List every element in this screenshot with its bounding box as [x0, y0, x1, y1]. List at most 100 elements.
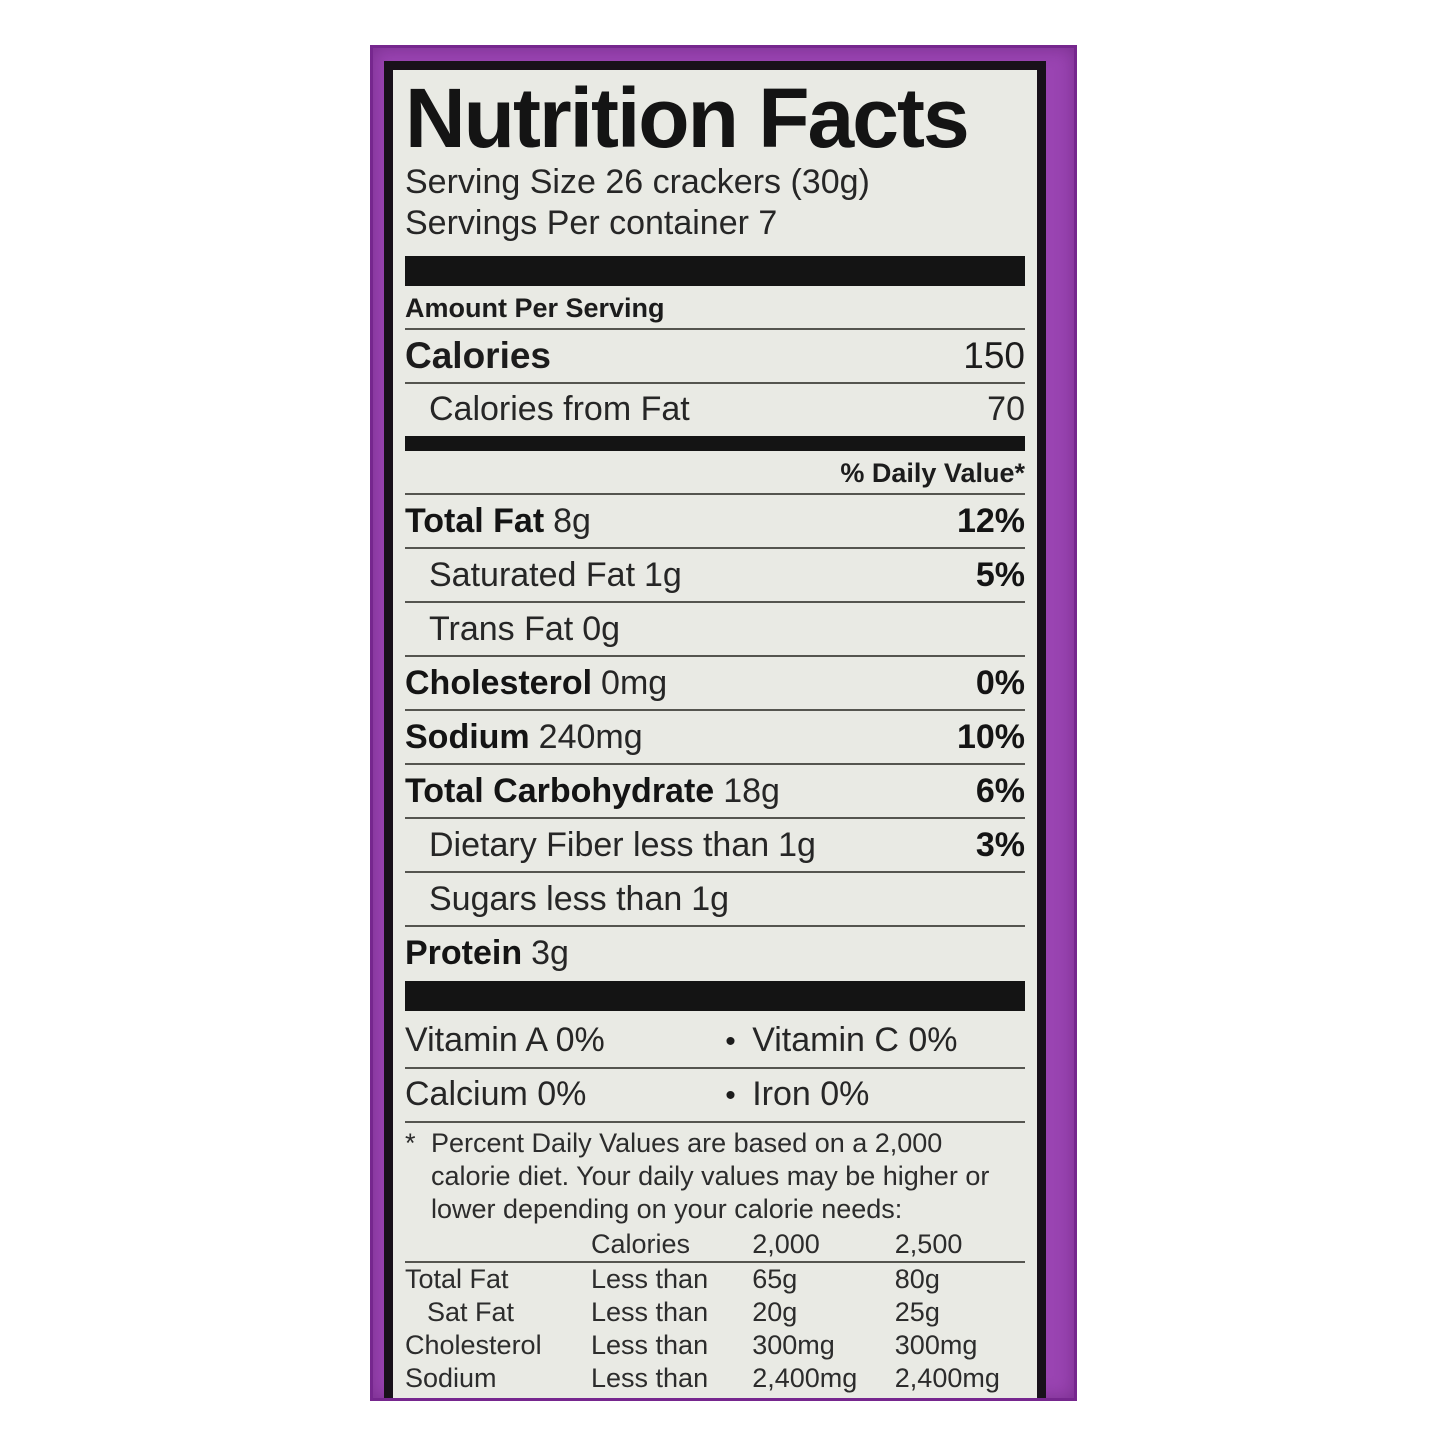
vitamin-a: Vitamin A 0%	[405, 1021, 605, 1059]
nutrient-amount: 3g	[531, 934, 569, 972]
nutrient-row-sugars: Sugars less than 1g	[405, 873, 1025, 925]
nutrient-amount: 1g	[644, 556, 682, 594]
nutrient-amount: 0mg	[601, 664, 668, 702]
nutrient-name: Trans Fat	[429, 610, 574, 648]
amount-per-serving-header: Amount Per Serving	[405, 293, 665, 323]
nutrient-row-protein: Protein 3g	[405, 927, 1025, 979]
dv-row-sodium: Sodium Less than 2,400mg 2,400mg	[405, 1362, 1025, 1395]
dv-row-2000: 65g	[752, 1264, 798, 1294]
nutrient-row-trans-fat: Trans Fat 0g	[405, 603, 1025, 655]
dv-row-2500: 25g	[894, 1297, 940, 1327]
dv-row-qualifier: Less than	[591, 1297, 709, 1327]
nutrient-name: Dietary Fiber less than	[429, 826, 770, 864]
dv-row-2500: 80g	[894, 1264, 940, 1294]
nutrient-amount: 0g	[582, 610, 621, 648]
nutrient-amount: 18g	[723, 772, 780, 810]
nutrient-dv: 3%	[975, 826, 1025, 864]
dv-row-qualifier: Less than	[591, 1363, 709, 1393]
divider	[405, 1121, 1025, 1123]
dv-row-cholesterol: Cholesterol Less than 300mg 300mg	[405, 1329, 1025, 1362]
divider	[405, 493, 1025, 495]
nutrient-name: Cholesterol	[405, 664, 593, 702]
nutrient-name: Protein	[405, 934, 523, 972]
product-package: Nutrition Facts Serving Size 26 crackers…	[370, 45, 1077, 1401]
daily-value-header: % Daily Value*	[840, 458, 1025, 488]
nutrient-amount: 240mg	[538, 718, 643, 756]
nutrient-dv: 0%	[975, 664, 1025, 702]
serving-size: Serving Size 26 crackers (30g)	[405, 163, 870, 201]
nutrient-row-total-carbohydrate: Total Carbohydrate 18g 6%	[405, 765, 1025, 817]
nutrient-name: Total Carbohydrate	[405, 772, 715, 810]
divider	[405, 817, 1025, 819]
dv-row-qualifier	[591, 1395, 752, 1398]
calories-label: Calories	[405, 335, 552, 376]
separator-bar-medium	[405, 436, 1025, 451]
dv-row-2000: 300mg	[752, 1330, 835, 1360]
bullet-separator: •	[725, 1079, 736, 1112]
divider	[405, 655, 1025, 657]
nutrient-row-cholesterol: Cholesterol 0mg 0%	[405, 657, 1025, 709]
dv-header-2000: 2,000	[752, 1229, 820, 1259]
nutrient-amount: 8g	[553, 502, 591, 540]
divider	[405, 763, 1025, 765]
divider	[405, 925, 1025, 927]
footnote-text: Percent Daily Values are based on a 2,00…	[431, 1128, 990, 1224]
dv-row-name: Total Fat	[405, 1264, 509, 1294]
nutrient-dv: 12%	[956, 502, 1025, 540]
divider	[405, 1067, 1025, 1069]
dv-row-2000: 20g	[752, 1297, 798, 1327]
daily-value-reference-table: Calories 2,000 2,500 Total Fat Less than…	[405, 1228, 1025, 1398]
divider	[405, 547, 1025, 549]
nutrient-row-dietary-fiber: Dietary Fiber less than 1g 3%	[405, 819, 1025, 871]
spacer	[405, 1228, 591, 1261]
divider	[405, 709, 1025, 711]
daily-value-footnote: * Percent Daily Values are based on a 2,…	[405, 1127, 1025, 1226]
iron: Iron 0%	[752, 1075, 870, 1113]
calories-from-fat-row: Calories from Fat 70	[405, 384, 1025, 434]
calcium: Calcium 0%	[405, 1075, 587, 1113]
footnote-marker: *	[405, 1128, 416, 1158]
nutrition-facts-title: Nutrition Facts	[405, 71, 970, 165]
dv-row-2000: 300g	[752, 1395, 895, 1398]
dv-row-qualifier: Less than	[591, 1264, 709, 1294]
nutrient-dv: 10%	[956, 718, 1025, 756]
dv-row-total-carbohydrate: Total Carbohydrate 300g 375g	[405, 1395, 1025, 1398]
dv-header-calories: Calories	[591, 1229, 691, 1259]
dv-row-total-fat: Total Fat Less than 65g 80g	[405, 1263, 1025, 1296]
nutrient-name: Sodium	[405, 718, 530, 756]
nutrient-dv: 6%	[975, 772, 1025, 810]
separator-bar-thick	[405, 256, 1025, 286]
dv-row-2000: 2,400mg	[752, 1363, 858, 1393]
vitamin-row-2: Calcium 0% • Iron 0%	[405, 1069, 1025, 1121]
calories-from-fat-label: Calories from Fat	[429, 390, 690, 428]
dv-row-2500: 2,400mg	[894, 1363, 1000, 1393]
dv-row-name: Sodium	[405, 1363, 497, 1393]
dv-row-2500: 375g	[895, 1395, 1025, 1398]
bullet-separator: •	[725, 1025, 736, 1058]
nutrient-name: Saturated Fat	[429, 556, 636, 594]
nutrient-dv: 5%	[975, 556, 1025, 594]
nutrient-amount: 1g	[691, 880, 730, 918]
nutrient-row-saturated-fat: Saturated Fat 1g 5%	[405, 549, 1025, 601]
calories-from-fat-value: 70	[987, 390, 1025, 428]
divider	[405, 601, 1025, 603]
dv-row-2500: 300mg	[894, 1330, 978, 1360]
vitamin-c: Vitamin C 0%	[752, 1021, 958, 1059]
dv-row-name: Cholesterol	[405, 1330, 542, 1360]
divider	[405, 382, 1025, 384]
calories-value: 150	[963, 335, 1025, 376]
dv-table-header: Calories 2,000 2,500	[405, 1228, 1025, 1261]
vitamin-row-1: Vitamin A 0% • Vitamin C 0%	[405, 1015, 1025, 1067]
dv-header-2500: 2,500	[894, 1229, 963, 1259]
divider	[405, 871, 1025, 873]
nutrient-name: Sugars less than	[429, 880, 683, 918]
nutrient-amount: 1g	[778, 826, 816, 864]
nutrient-row-total-fat: Total Fat 8g 12%	[405, 495, 1025, 547]
nutrition-facts-label: Nutrition Facts Serving Size 26 crackers…	[384, 61, 1046, 1398]
servings-per-container: Servings Per container 7	[405, 204, 778, 242]
nutrient-name: Total Fat	[405, 502, 545, 540]
divider	[405, 328, 1025, 330]
dv-row-sat-fat: Sat Fat Less than 20g 25g	[405, 1296, 1025, 1329]
calories-row: Calories 150	[405, 330, 1025, 382]
dv-row-name: Sat Fat	[427, 1297, 515, 1327]
